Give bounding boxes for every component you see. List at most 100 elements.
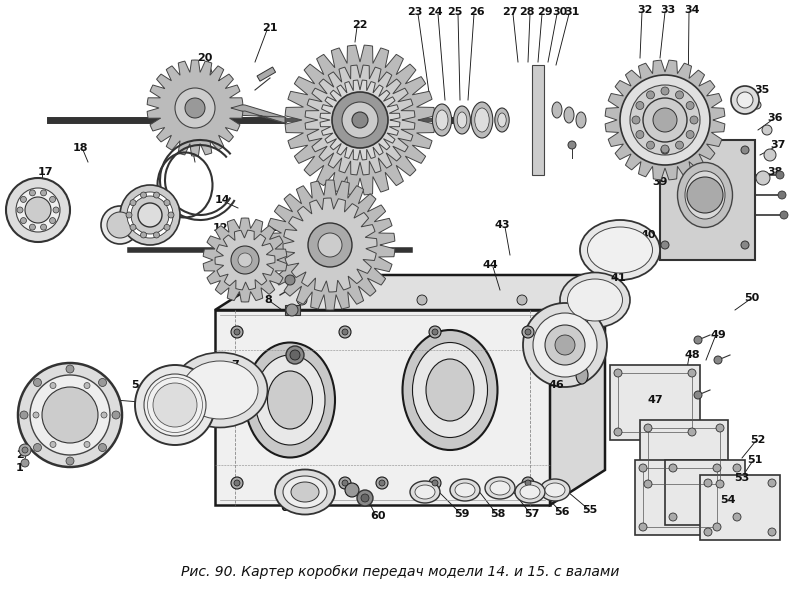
Text: 23: 23 [407, 7, 422, 17]
Polygon shape [320, 80, 400, 160]
Circle shape [778, 191, 786, 199]
Ellipse shape [552, 102, 562, 118]
Circle shape [756, 171, 770, 185]
Text: 60: 60 [370, 511, 386, 521]
Text: 29: 29 [537, 7, 553, 17]
Circle shape [342, 480, 348, 486]
Bar [643, 468, 717, 527]
Circle shape [545, 325, 585, 365]
Bar [610, 365, 700, 440]
Circle shape [780, 211, 788, 219]
Text: 59: 59 [454, 509, 470, 519]
Circle shape [733, 464, 741, 472]
Circle shape [342, 329, 348, 335]
Text: 52: 52 [750, 435, 766, 445]
Circle shape [19, 444, 31, 456]
Ellipse shape [173, 353, 267, 427]
Circle shape [661, 241, 669, 249]
Text: 15: 15 [12, 203, 28, 213]
Circle shape [776, 171, 784, 179]
Circle shape [318, 233, 342, 257]
Circle shape [644, 480, 652, 488]
Circle shape [713, 523, 721, 531]
Ellipse shape [454, 106, 470, 134]
Text: 14: 14 [214, 195, 230, 205]
Ellipse shape [402, 330, 498, 450]
Circle shape [66, 365, 74, 373]
Ellipse shape [737, 92, 753, 108]
Circle shape [376, 477, 388, 489]
Circle shape [41, 190, 46, 196]
Circle shape [175, 88, 215, 128]
Circle shape [639, 464, 647, 472]
Circle shape [6, 178, 70, 242]
Circle shape [753, 101, 761, 109]
Circle shape [733, 513, 741, 521]
Circle shape [339, 326, 351, 338]
Circle shape [716, 480, 724, 488]
Circle shape [632, 116, 640, 124]
Circle shape [533, 313, 597, 377]
Circle shape [130, 200, 136, 206]
Ellipse shape [267, 371, 313, 429]
Circle shape [357, 490, 373, 506]
Ellipse shape [107, 212, 133, 238]
Text: 19: 19 [180, 135, 196, 145]
Ellipse shape [291, 482, 319, 502]
Ellipse shape [494, 108, 510, 132]
Text: 31: 31 [564, 7, 580, 17]
Ellipse shape [576, 366, 588, 384]
Circle shape [768, 479, 776, 487]
Circle shape [234, 480, 240, 486]
Text: 34: 34 [684, 5, 700, 15]
Text: 13: 13 [270, 223, 286, 233]
Circle shape [429, 477, 441, 489]
Bar [618, 373, 692, 432]
Circle shape [50, 196, 55, 202]
Polygon shape [550, 275, 605, 505]
Ellipse shape [475, 108, 490, 132]
Ellipse shape [485, 477, 515, 499]
Circle shape [653, 108, 677, 132]
Circle shape [84, 441, 90, 447]
Circle shape [339, 477, 351, 489]
Circle shape [164, 225, 170, 231]
Circle shape [686, 131, 694, 138]
Text: 46: 46 [548, 380, 564, 390]
Text: 14: 14 [298, 276, 482, 403]
Circle shape [101, 412, 107, 418]
Circle shape [17, 207, 23, 213]
Text: 47: 47 [647, 395, 663, 405]
Circle shape [688, 369, 696, 377]
Circle shape [688, 428, 696, 436]
Ellipse shape [245, 343, 335, 458]
Bar [285, 305, 300, 315]
Text: 61: 61 [280, 503, 296, 513]
Ellipse shape [564, 107, 574, 123]
Ellipse shape [275, 470, 335, 515]
Circle shape [112, 411, 120, 419]
Circle shape [432, 329, 438, 335]
Circle shape [231, 477, 243, 489]
Circle shape [126, 212, 132, 218]
Circle shape [50, 382, 56, 388]
Ellipse shape [576, 112, 586, 128]
Text: 17: 17 [38, 167, 53, 177]
Circle shape [66, 457, 74, 465]
Circle shape [525, 480, 531, 486]
Circle shape [555, 335, 575, 355]
Polygon shape [283, 198, 377, 292]
Circle shape [694, 336, 702, 344]
Ellipse shape [560, 273, 630, 327]
Ellipse shape [413, 343, 487, 438]
Text: 55: 55 [582, 505, 598, 515]
Circle shape [714, 356, 722, 364]
Circle shape [231, 246, 259, 274]
Text: 27: 27 [502, 7, 518, 17]
Bar [640, 420, 728, 492]
Text: 58: 58 [490, 509, 506, 519]
Ellipse shape [490, 481, 510, 495]
Circle shape [130, 225, 136, 231]
Circle shape [21, 217, 26, 223]
Circle shape [636, 102, 644, 110]
